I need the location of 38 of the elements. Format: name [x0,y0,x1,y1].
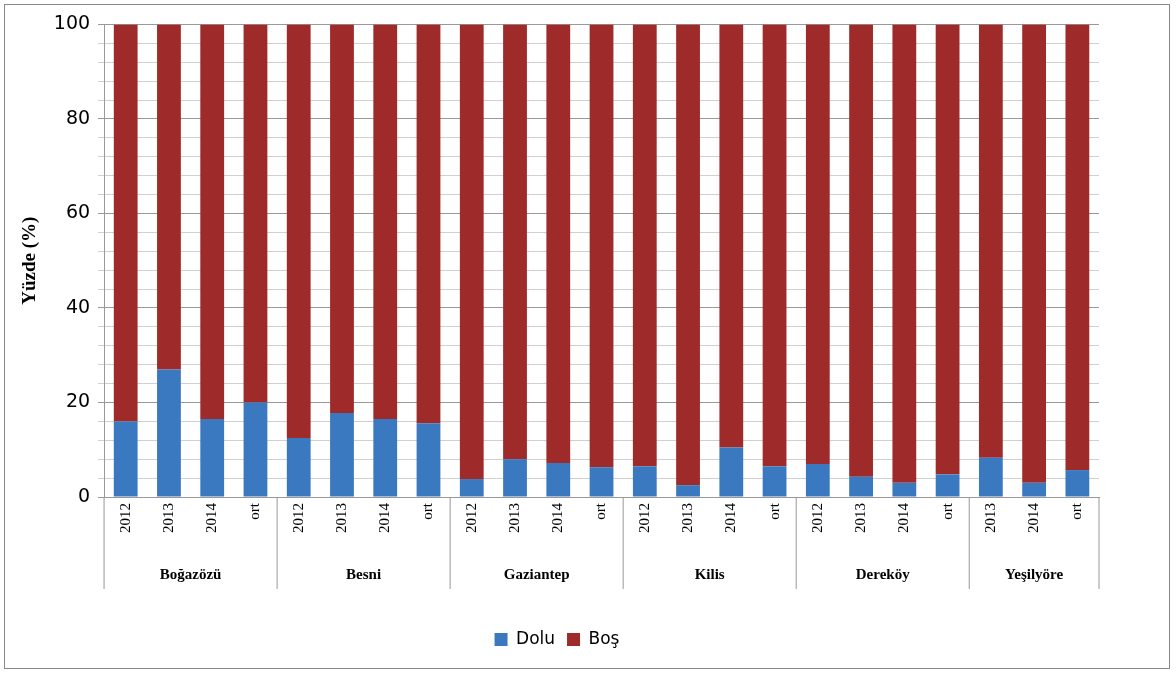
x-tick-label: 2012 [289,503,306,533]
x-tick-label: 2012 [462,503,479,533]
legend-label: Dolu [516,627,556,648]
x-tick-label: 2013 [505,503,522,533]
y-tick-label: 20 [65,389,91,412]
text: Boğazözü [159,565,222,582]
x-tick-label: ort [246,502,263,520]
x-tick-label: 2014 [722,502,739,533]
x-tick-label: ort [1068,502,1085,520]
y-axis-title: Yüzde (%) [18,216,41,305]
x-tick-label: 2012 [635,503,652,533]
y-tick-label: 40 [65,294,91,317]
y-tick-label: 60 [65,200,91,223]
x-tick-label: 2013 [852,503,869,533]
text: Dereköy [855,565,911,582]
x-tick-label: ort [938,502,955,520]
y-tick-label: 80 [65,105,91,128]
y-tick-label: 100 [53,11,91,34]
x-tick-label: 2014 [895,502,912,533]
x-tick-label: 2013 [159,503,176,533]
text: Yeşilyöre [1005,565,1064,582]
x-tick-label: ort [419,502,436,520]
x-tick-label: 2014 [549,502,566,533]
x-tick-label: ort [592,502,609,520]
text: Besni [346,565,382,582]
text: Kilis [694,565,725,582]
y-tick-label: 0 [77,483,91,506]
x-tick-label: 2012 [808,503,825,533]
x-tick-label: 2013 [981,503,998,533]
x-tick-label: 2014 [376,502,393,533]
x-tick-label: 2013 [332,503,349,533]
legend-label: Boş [588,627,620,648]
x-tick-label: 2014 [1025,502,1042,533]
x-tick-label: 2013 [678,503,695,533]
x-tick-label: 2012 [116,503,133,533]
text: Gaziantep [503,565,570,582]
x-tick-label: 2014 [203,502,220,533]
x-tick-label: ort [765,502,782,520]
